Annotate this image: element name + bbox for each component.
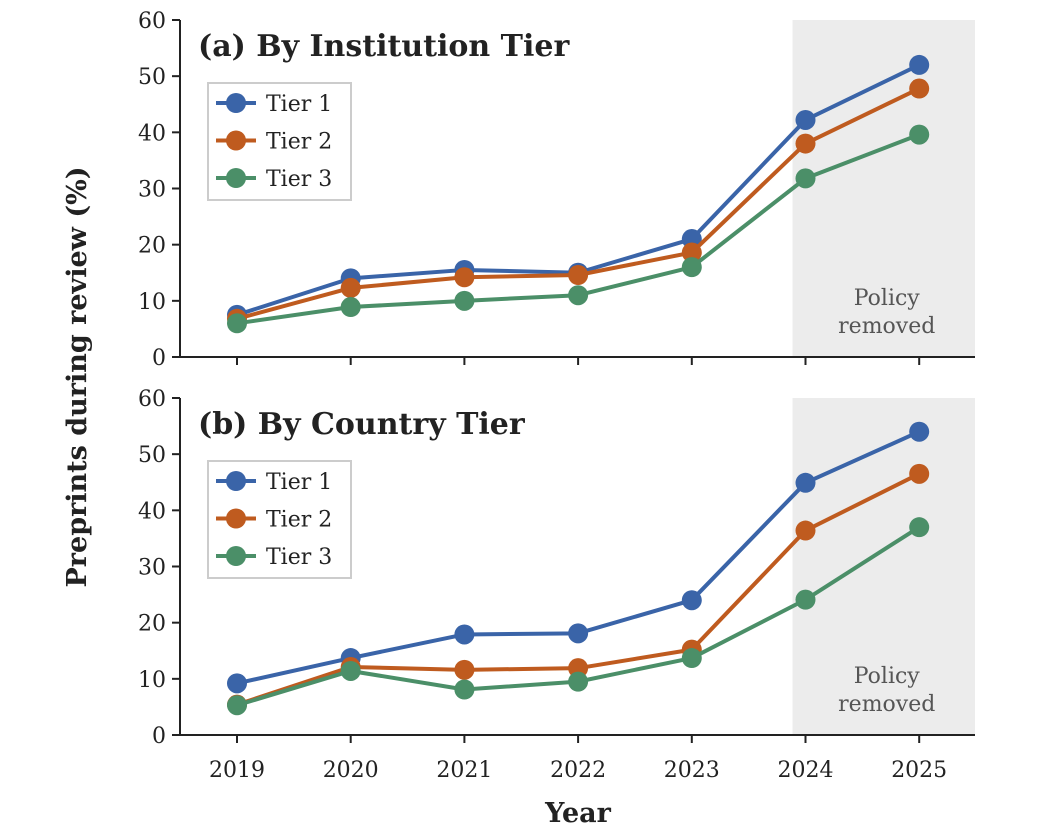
data-point-tier-2: [909, 463, 930, 484]
y-tick-label: 0: [152, 724, 166, 749]
x-tick-label: 2022: [550, 758, 606, 783]
policy-annotation-line2: removed: [838, 692, 935, 717]
legend-marker-tier-2: [226, 508, 246, 529]
data-point-tier-1: [681, 590, 702, 611]
policy-annotation-line1: Policy: [854, 286, 921, 311]
data-point-tier-1: [227, 673, 247, 694]
panel-1: Policy removed 0 10 20 30 40 50 60 2019 2020 2021 20…: [138, 387, 975, 783]
data-point-tier-1: [454, 624, 475, 645]
policy-annotation-line1: Policy: [854, 664, 921, 689]
policy-annotation-line2: removed: [838, 314, 935, 339]
x-tick-label: 2020: [323, 758, 379, 783]
data-point-tier-2: [454, 659, 475, 680]
data-point-tier-3: [568, 285, 589, 306]
y-tick-label: 10: [138, 290, 166, 315]
data-point-tier-1: [568, 623, 589, 644]
policy-shade: [792, 398, 975, 735]
y-tick-label: 40: [138, 499, 166, 524]
data-point-tier-3: [227, 695, 247, 716]
y-tick-label: 10: [138, 668, 166, 693]
legend-label-tier-1: Tier 1: [266, 470, 332, 495]
data-point-tier-3: [340, 660, 361, 681]
x-tick-label: 2024: [778, 758, 834, 783]
chart-panels: Policy removed 0 10 20 30 40 50 60 (a) By Institu…: [138, 9, 975, 783]
y-tick-label: 30: [138, 556, 166, 581]
data-point-tier-3: [681, 257, 702, 278]
data-point-tier-2: [568, 264, 589, 285]
legend-label-tier-3: Tier 3: [266, 167, 332, 192]
y-tick-label: 0: [152, 346, 166, 371]
x-tick-label: 2023: [664, 758, 720, 783]
data-point-tier-1: [909, 421, 930, 442]
data-point-tier-3: [227, 313, 247, 334]
data-point-tier-2: [340, 277, 361, 298]
data-point-tier-1: [795, 109, 816, 130]
legend-label-tier-2: Tier 2: [266, 130, 332, 155]
y-tick-label: 50: [138, 443, 166, 468]
y-tick-label: 40: [138, 121, 166, 146]
panel-title: (a) By Institution Tier: [198, 29, 570, 64]
x-tick-label: 2019: [209, 758, 265, 783]
data-point-tier-3: [909, 124, 930, 145]
policy-shade: [792, 20, 975, 357]
data-point-tier-2: [795, 133, 816, 154]
y-axis-label: Preprints during review (%): [62, 166, 93, 587]
y-tick-label: 60: [138, 9, 166, 34]
legend-marker-tier-3: [226, 546, 246, 566]
x-tick-label: 2021: [436, 758, 492, 783]
y-tick-label: 20: [138, 234, 166, 259]
data-point-tier-3: [454, 290, 475, 311]
data-point-tier-3: [795, 589, 816, 610]
panel-0: Policy removed 0 10 20 30 40 50 60 (a) By Institu…: [138, 9, 975, 371]
legend-marker-tier-1: [226, 471, 246, 491]
x-tick-label: 2025: [891, 758, 947, 783]
y-tick-label: 30: [138, 178, 166, 203]
legend-marker-tier-2: [226, 130, 246, 151]
data-point-tier-2: [681, 242, 702, 263]
legend-label-tier-3: Tier 3: [266, 545, 332, 570]
data-point-tier-2: [454, 267, 475, 288]
data-point-tier-3: [454, 679, 475, 700]
legend-marker-tier-1: [226, 93, 246, 113]
y-tick-label: 50: [138, 65, 166, 90]
legend-marker-tier-3: [226, 168, 246, 188]
data-point-tier-1: [795, 472, 816, 493]
panel-title: (b) By Country Tier: [198, 407, 526, 442]
data-point-tier-3: [795, 168, 816, 189]
data-point-tier-2: [909, 78, 930, 99]
y-tick-label: 60: [138, 387, 166, 412]
data-point-tier-2: [795, 520, 816, 541]
y-tick-label: 20: [138, 612, 166, 637]
legend-label-tier-2: Tier 2: [266, 508, 332, 533]
data-point-tier-3: [340, 297, 361, 318]
data-point-tier-3: [909, 517, 930, 538]
legend-label-tier-1: Tier 1: [266, 92, 332, 117]
data-point-tier-3: [681, 648, 702, 669]
data-point-tier-1: [909, 54, 930, 75]
data-point-tier-3: [568, 671, 589, 692]
x-axis-label: Year: [544, 798, 612, 829]
